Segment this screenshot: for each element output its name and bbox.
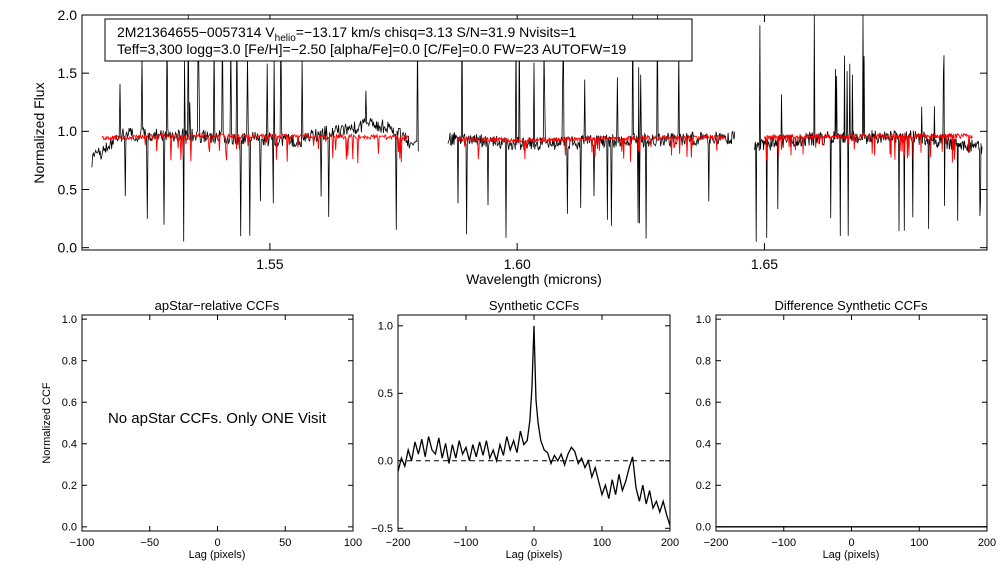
difference-y-tick-label: 0.8 <box>696 356 711 368</box>
spectrum-x-axis-label: Wavelength (microns) <box>466 271 602 287</box>
spectrum-x-tick-label: 1.60 <box>504 256 531 272</box>
difference-y-tick-label: 0.6 <box>696 397 711 409</box>
apstar-y-tick-label: 0.6 <box>62 397 77 409</box>
difference-y-tick-label: 0.4 <box>696 439 711 451</box>
spectrum-y-tick-label: 1.5 <box>58 65 78 81</box>
annotation-velocity-stats: =−13.17 km/s chisq=3.13 S/N=31.9 Nvisits… <box>296 24 577 40</box>
synthetic-ticks: −200 −100 0 100 200 −0.5 0.0 0.5 1.0 <box>371 315 679 549</box>
spectrum-plot-frame <box>81 14 988 251</box>
apstar-y-tick-label: 0.4 <box>62 439 77 451</box>
spectrum-x-tick-label: 1.55 <box>256 256 283 272</box>
spectrum-y-tick-label: 2.0 <box>58 7 78 23</box>
spectrum-y-tick-label: 0.0 <box>58 240 78 256</box>
apstar-x-tick-label: 0 <box>214 537 220 549</box>
spectrum-data <box>91 14 983 242</box>
annotation-line-1: 2M21364655−0057314 Vhelio=−13.17 km/s ch… <box>117 24 577 44</box>
apstar-x-axis-label: Lag (pixels) <box>189 549 246 561</box>
difference-x-tick-label: −200 <box>704 537 729 549</box>
synthetic-y-tick-label: 1.0 <box>378 321 393 333</box>
apstar-x-tick-label: −50 <box>140 537 159 549</box>
apstar-ticks: −100 −50 0 50 100 0.0 0.2 0.4 0.6 0.8 1.0 <box>62 314 362 549</box>
annotation-v-subscript: helio <box>275 33 297 44</box>
apstar-ccf-title: apStar−relative CCFs <box>155 298 280 313</box>
synthetic-x-tick-label: 100 <box>593 537 611 549</box>
apstar-y-tick-label: 0.8 <box>62 356 77 368</box>
synthetic-y-tick-label: 0.0 <box>378 456 393 468</box>
model-spectrum-chip-2 <box>457 133 726 162</box>
difference-ccf-panel: Difference Synthetic CCFs −200 −100 0 100 20… <box>696 298 996 561</box>
synthetic-y-tick-label: −0.5 <box>371 523 393 535</box>
apstar-y-tick-label: 0.0 <box>62 522 77 534</box>
difference-x-axis-label: Lag (pixels) <box>823 549 880 561</box>
apstar-no-data-message: No apStar CCFs. Only ONE Visit <box>108 410 327 427</box>
difference-y-tick-label: 0.0 <box>696 522 711 534</box>
apstar-x-tick-label: −100 <box>70 537 95 549</box>
synthetic-ccf-title: Synthetic CCFs <box>489 298 580 313</box>
difference-ticks: −200 −100 0 100 200 0.0 0.2 0.4 0.6 0.8 1.0 <box>696 314 996 549</box>
difference-y-tick-label: 0.2 <box>696 480 711 492</box>
model-spectrum-chip-1 <box>101 132 409 164</box>
apstar-x-tick-label: 100 <box>344 537 362 549</box>
annotation-frame <box>104 18 693 62</box>
synthetic-x-tick-label: −100 <box>454 537 479 549</box>
spectrum-x-tick-label: 1.65 <box>751 256 778 272</box>
difference-x-tick-label: 200 <box>978 537 996 549</box>
apstar-ccf-panel: apStar−relative CCFs −100 −50 0 50 100 0.0 0.2… <box>41 298 362 561</box>
synthetic-ccf-data <box>397 325 671 526</box>
synthetic-x-tick-label: 200 <box>661 537 679 549</box>
spectrum-annotation-box: 2M21364655−0057314 Vhelio=−13.17 km/s ch… <box>104 18 693 62</box>
synthetic-ccf-panel: Synthetic CCFs −200 −100 0 100 200 −0.5 0.0 0.5… <box>371 298 679 561</box>
annotation-line-2: Teff=3,300 logg=3.0 [Fe/H]=−2.50 [alpha/… <box>117 41 626 57</box>
synthetic-x-tick-label: 0 <box>531 537 537 549</box>
apstar-y-tick-label: 0.2 <box>62 480 77 492</box>
annotation-star-and-v: 2M21364655−0057314 V <box>117 24 275 40</box>
synthetic-x-axis-label: Lag (pixels) <box>506 549 563 561</box>
difference-ccf-title: Difference Synthetic CCFs <box>775 298 928 313</box>
model-spectrum-chip-3 <box>764 131 973 163</box>
difference-y-tick-label: 1.0 <box>696 314 711 326</box>
spectrum-y-tick-label: 1.0 <box>58 123 78 139</box>
difference-plot-frame <box>715 314 988 532</box>
difference-x-tick-label: −100 <box>771 537 796 549</box>
difference-x-tick-label: 100 <box>910 537 928 549</box>
spectrum-y-axis-label: Normalized Flux <box>31 82 47 183</box>
apstar-x-tick-label: 50 <box>279 537 291 549</box>
spectrum-ticks: 1.55 1.60 1.65 0.0 0.5 1.0 1.5 2.0 <box>58 7 987 272</box>
apstar-y-tick-label: 1.0 <box>62 314 77 326</box>
synthetic-ccf-line <box>397 325 671 526</box>
observed-spectrum-chip-3 <box>754 14 983 242</box>
spectrum-y-tick-label: 0.5 <box>58 181 78 197</box>
apstar-y-axis-label: Normalized CCF <box>41 382 53 464</box>
difference-x-tick-label: 0 <box>848 537 854 549</box>
spectrum-panel: 1.55 1.60 1.65 0.0 0.5 1.0 1.5 2.0 2M21364655−0… <box>31 7 988 287</box>
synthetic-x-tick-label: −200 <box>386 537 411 549</box>
synthetic-y-tick-label: 0.5 <box>378 388 393 400</box>
